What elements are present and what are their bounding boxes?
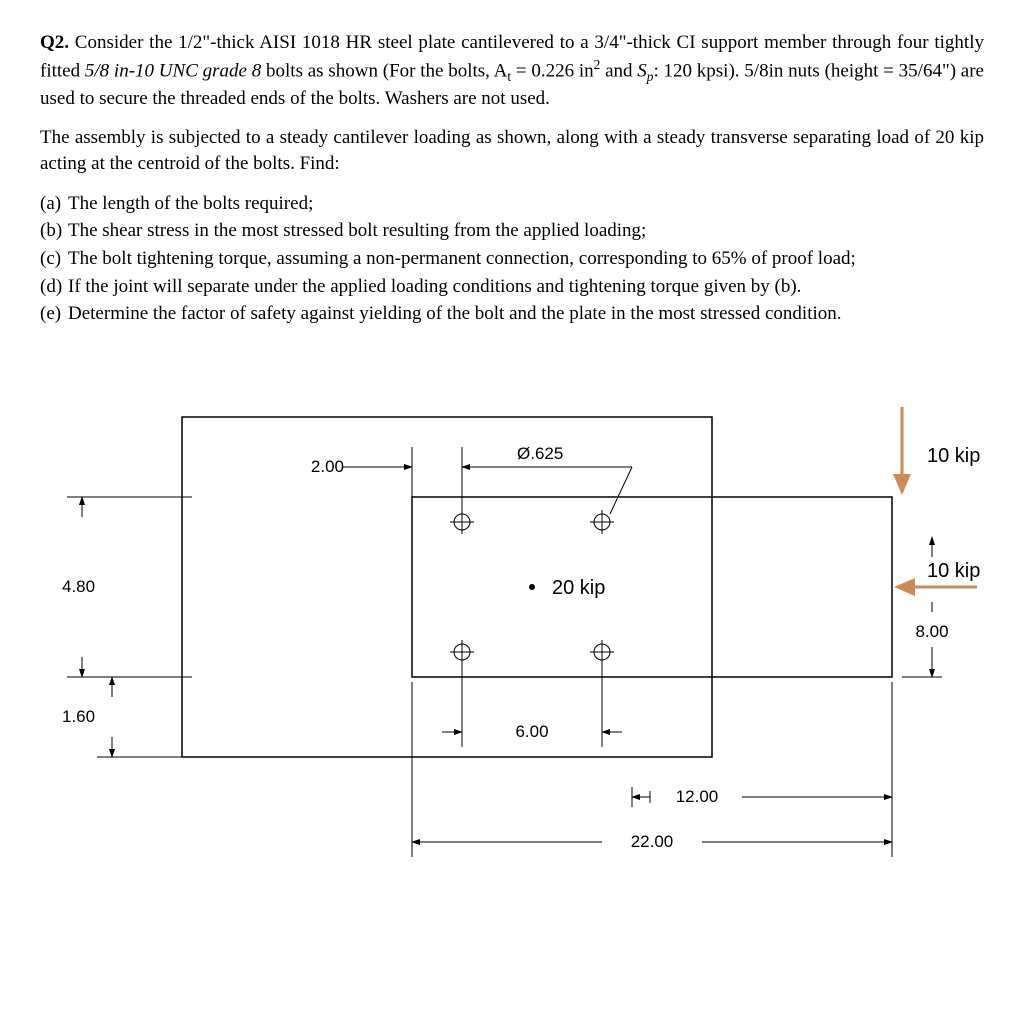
centroid-point: [529, 584, 535, 590]
list-item-c: (c) The bolt tightening torque, assuming…: [40, 246, 984, 272]
question-paragraph-1: Q2. Consider the 1/2"-thick AISI 1018 HR…: [40, 30, 984, 111]
dim-800: 8.00: [915, 622, 948, 641]
engineering-diagram: Ø.625 2.00 4.80 1.60 6.00 12.00 22.00 8.…: [40, 387, 984, 887]
question-list: (a) The length of the bolts required; (b…: [40, 191, 984, 327]
label-hforce: 10 kip: [927, 560, 980, 582]
list-item-a: (a) The length of the bolts required;: [40, 191, 984, 217]
dim-160: 1.60: [62, 707, 95, 726]
list-text: The bolt tightening torque, assuming a n…: [68, 246, 984, 272]
dim-200: 2.00: [311, 457, 344, 476]
list-text: If the joint will separate under the app…: [68, 274, 984, 300]
question-label: Q2.: [40, 32, 69, 53]
list-item-b: (b) The shear stress in the most stresse…: [40, 218, 984, 244]
dim-dia: Ø.625: [517, 444, 563, 463]
p1-text-d: and: [600, 60, 637, 81]
list-marker: (b): [40, 218, 68, 244]
dim-2200: 22.00: [631, 832, 674, 851]
p1-sp: S: [637, 60, 647, 81]
question-paragraph-2: The assembly is subjected to a steady ca…: [40, 125, 984, 176]
dim-1200: 12.00: [676, 787, 719, 806]
dim-600: 6.00: [515, 722, 548, 741]
dim-480: 4.80: [62, 577, 95, 596]
list-marker: (c): [40, 246, 68, 272]
list-text: Determine the factor of safety against y…: [68, 301, 984, 327]
label-vforce: 10 kip: [927, 445, 980, 467]
cantilever-plate: [412, 497, 892, 677]
list-marker: (d): [40, 274, 68, 300]
label-centroid-force: 20 kip: [552, 577, 605, 599]
p1-text-b: bolts as shown (For the bolts, A: [261, 60, 507, 81]
support-plate: [182, 417, 712, 757]
p1-italic: 5/8 in-10 UNC grade 8: [85, 60, 261, 81]
list-item-d: (d) If the joint will separate under the…: [40, 274, 984, 300]
list-item-e: (e) Determine the factor of safety again…: [40, 301, 984, 327]
list-text: The length of the bolts required;: [68, 191, 984, 217]
list-marker: (a): [40, 191, 68, 217]
list-marker: (e): [40, 301, 68, 327]
p1-text-c: = 0.226 in: [511, 60, 594, 81]
list-text: The shear stress in the most stressed bo…: [68, 218, 984, 244]
